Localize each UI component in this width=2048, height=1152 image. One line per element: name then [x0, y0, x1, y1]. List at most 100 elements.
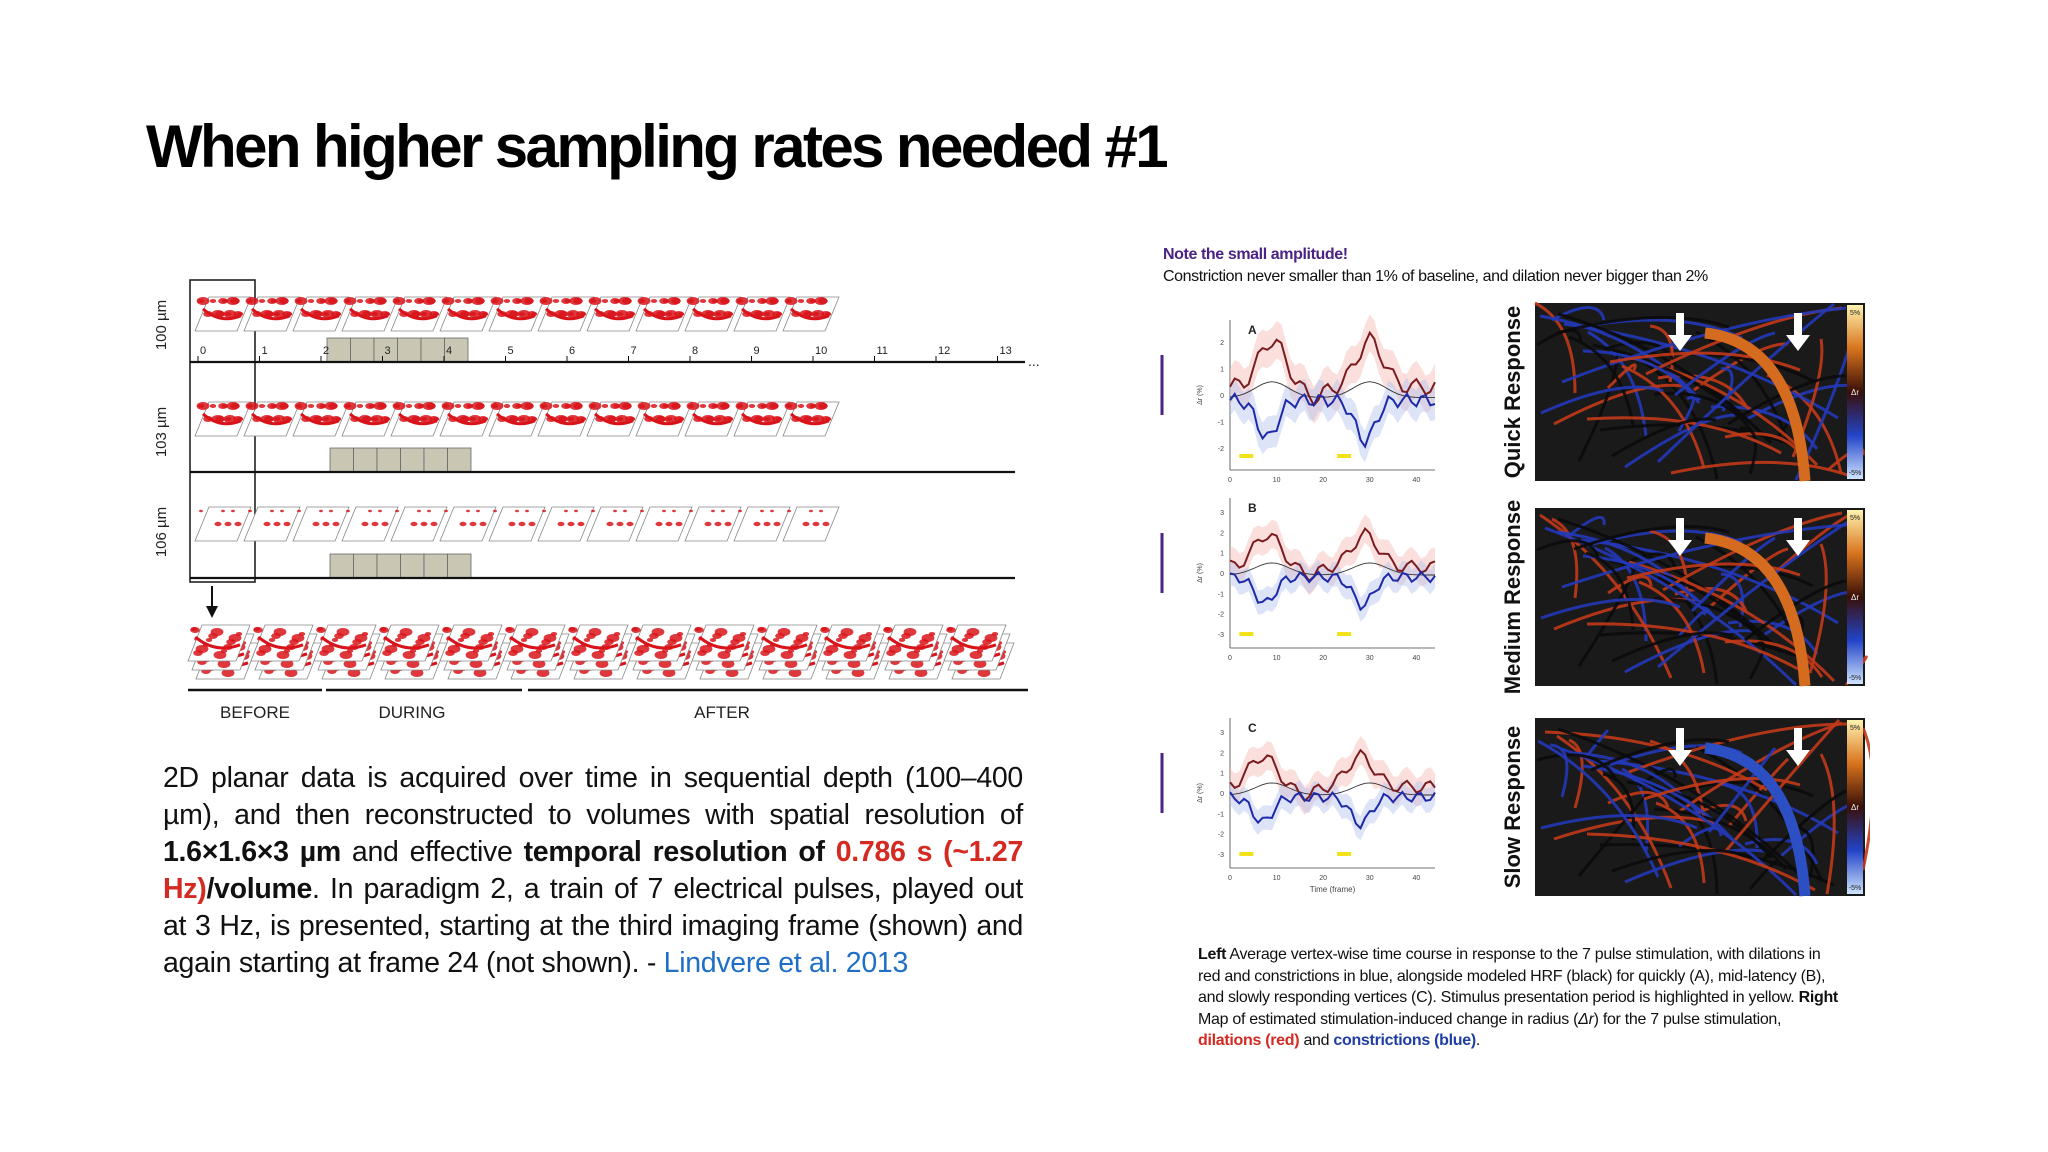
panel-letter: B	[1248, 501, 1257, 515]
vessel-blob	[221, 509, 225, 513]
vessel-blob	[268, 638, 276, 642]
vessel-blob	[973, 660, 987, 668]
vessel-blob	[515, 404, 523, 408]
vessel-blob	[322, 521, 330, 527]
vessel-stroke	[1638, 580, 1706, 674]
vessel-stroke	[1655, 801, 1706, 884]
x-tick-label: 40	[1412, 875, 1420, 882]
stimulus-block	[423, 553, 448, 579]
vessel-stroke	[1582, 349, 1701, 404]
vessel-blob	[362, 311, 372, 317]
vessel-blob	[754, 311, 764, 317]
vessel-blob	[410, 669, 424, 677]
vessel-blob	[883, 627, 893, 633]
vessel-blob	[913, 649, 921, 653]
vessel-stroke	[1808, 543, 1828, 674]
vessel-blob	[760, 299, 768, 303]
vessel-path	[349, 412, 389, 426]
vessel-blob	[664, 415, 678, 423]
colorbar	[1847, 720, 1863, 894]
vessel-blob	[214, 521, 222, 527]
vessel-blob	[217, 660, 231, 668]
vessel-blob	[195, 645, 209, 653]
stimulus-marker	[1337, 454, 1352, 458]
y-tick-label: 2	[1220, 530, 1224, 537]
vessel-stroke	[1553, 815, 1717, 841]
vessel-blob	[753, 521, 761, 527]
caption-right-label: Right	[1798, 989, 1839, 1006]
vessel-blob	[472, 649, 480, 653]
vessel-blob	[616, 521, 624, 527]
white-arrow-icon	[1668, 313, 1692, 351]
citation-link[interactable]: Lindvere et al. 2013	[663, 947, 909, 979]
frame-number: 7	[631, 345, 637, 357]
vessel-blob	[542, 509, 546, 513]
vessel-blob	[209, 299, 217, 303]
vessel-blob	[739, 632, 747, 636]
vessel-blob	[851, 669, 865, 677]
constriction-error-band	[1230, 779, 1435, 841]
vessel-blob	[316, 627, 326, 633]
vessel-path	[636, 636, 682, 650]
vessel-blob	[704, 521, 712, 527]
vessel-path	[741, 307, 781, 321]
vessel-blob	[646, 638, 654, 642]
vessel-stroke	[1624, 629, 1753, 674]
stimulus-marker	[1337, 632, 1352, 636]
vessel-blob	[319, 509, 323, 513]
vessel-blob	[705, 311, 715, 317]
panel-letter: A	[1248, 323, 1257, 337]
vessel-blob	[329, 509, 333, 513]
vessel-stroke	[1577, 789, 1653, 877]
vessel-path	[447, 412, 487, 426]
vessel-blob	[379, 627, 389, 633]
vessel-blob	[462, 628, 476, 636]
image-slice	[488, 506, 546, 542]
x-tick-label: 30	[1366, 477, 1374, 484]
vessel-blob	[245, 297, 259, 305]
hrf-line	[1229, 381, 1435, 399]
vessel-blob	[321, 415, 335, 423]
vessel-stroke	[1653, 597, 1771, 649]
vessel-blob	[490, 402, 504, 410]
vessel-blob	[419, 415, 433, 423]
vessel-blob	[283, 649, 291, 653]
vessel-blob	[209, 404, 217, 408]
vessel-blob	[298, 632, 306, 636]
vessel-blob	[598, 649, 606, 653]
response-label: Quick Response	[1500, 306, 1525, 478]
vessel-blob	[840, 628, 854, 636]
vessel-blob	[426, 298, 436, 304]
per-volume: /volume	[206, 873, 313, 905]
vessel-blob	[334, 312, 342, 316]
vessel-blob	[313, 416, 323, 422]
vessel-blob	[503, 299, 511, 303]
vessel-blob	[505, 627, 515, 633]
vessel-blob	[951, 645, 965, 653]
vessel-blob	[503, 404, 511, 408]
vessel-blob	[270, 299, 278, 303]
vessel-blob	[735, 297, 749, 305]
y-tick-label: 1	[1220, 551, 1224, 558]
vessel-blob	[339, 651, 353, 659]
x-tick-label: 0	[1228, 875, 1232, 882]
caption-right-text: Map of estimated stimulation-induced cha…	[1198, 1010, 1579, 1028]
vessel-stroke	[1540, 814, 1698, 830]
response-label: Slow Response	[1500, 726, 1525, 889]
vessel-blob	[966, 628, 980, 636]
vessel-blob	[640, 509, 644, 513]
vessel-blob	[520, 638, 528, 642]
vessel-blob	[656, 311, 666, 317]
stimulus-block	[447, 447, 472, 473]
vessel-blob	[579, 312, 587, 316]
caption-and: and	[1299, 1032, 1334, 1049]
vessel-stroke	[1611, 849, 1751, 873]
vessel-blob	[479, 521, 487, 527]
x-tick-label: 20	[1319, 655, 1327, 662]
vessel-blob	[368, 509, 372, 513]
white-arrow-icon	[1786, 728, 1810, 766]
panel-letter: C	[1248, 721, 1257, 735]
vessel-blob	[272, 415, 286, 423]
vessel-path	[545, 412, 585, 426]
caption-left-label: Left	[1198, 946, 1227, 963]
